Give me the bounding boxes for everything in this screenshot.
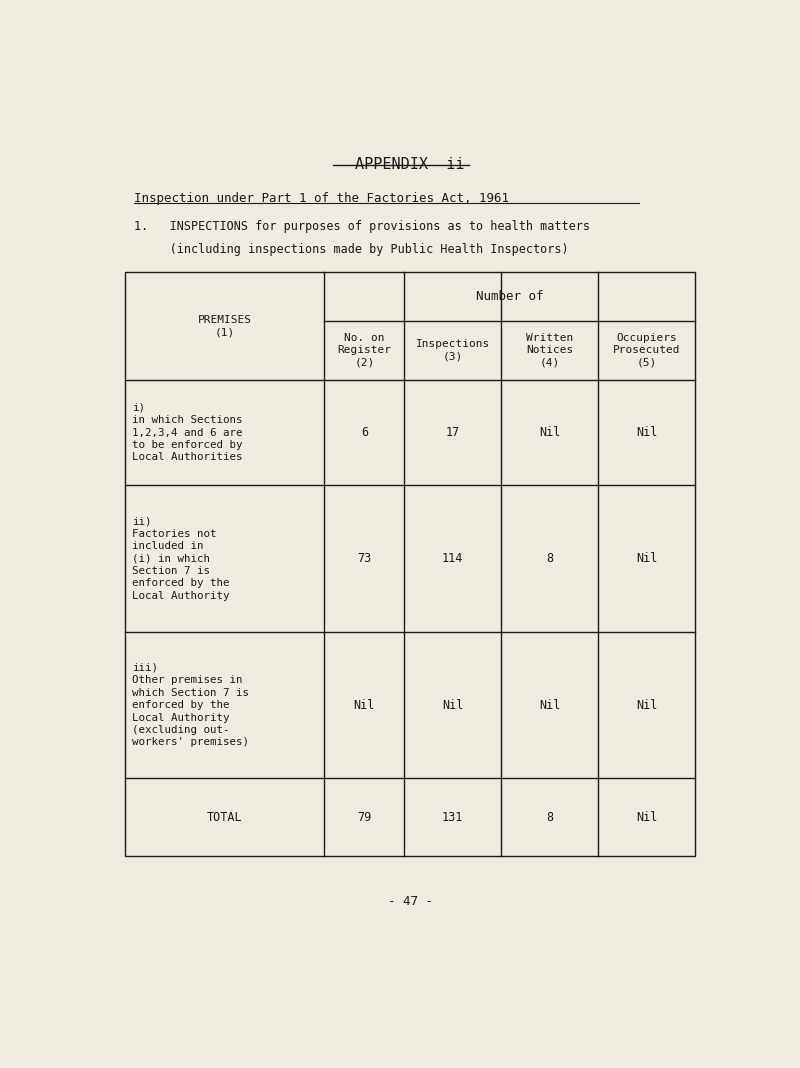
Text: - 47 -: - 47 - <box>387 895 433 908</box>
Text: TOTAL: TOTAL <box>207 811 242 823</box>
Text: 73: 73 <box>358 552 371 565</box>
Text: Nil: Nil <box>636 698 658 711</box>
Text: Nil: Nil <box>539 698 561 711</box>
Text: i)
in which Sections
1,2,3,4 and 6 are
to be enforced by
Local Authorities: i) in which Sections 1,2,3,4 and 6 are t… <box>132 403 242 462</box>
Text: Inspections
(3): Inspections (3) <box>416 340 490 362</box>
Text: (including inspections made by Public Health Inspectors): (including inspections made by Public He… <box>134 244 569 256</box>
Text: ii)
Factories not
included in
(i) in which
Section 7 is
enforced by the
Local Au: ii) Factories not included in (i) in whi… <box>132 516 230 600</box>
Bar <box>125 272 695 855</box>
Text: Nil: Nil <box>636 426 658 439</box>
Text: Number of: Number of <box>476 289 543 303</box>
Text: Nil: Nil <box>636 811 658 823</box>
Text: 1.   INSPECTIONS for purposes of provisions as to health matters: 1. INSPECTIONS for purposes of provision… <box>134 220 590 233</box>
Text: No. on
Register
(2): No. on Register (2) <box>338 333 391 367</box>
Text: Occupiers
Prosecuted
(5): Occupiers Prosecuted (5) <box>613 333 681 367</box>
Text: 8: 8 <box>546 552 554 565</box>
Text: 131: 131 <box>442 811 463 823</box>
Text: 114: 114 <box>442 552 463 565</box>
Text: Nil: Nil <box>354 698 375 711</box>
Text: Inspection under Part 1 of the Factories Act, 1961: Inspection under Part 1 of the Factories… <box>134 192 509 205</box>
Text: 8: 8 <box>546 811 554 823</box>
Text: 17: 17 <box>446 426 460 439</box>
Text: 6: 6 <box>361 426 368 439</box>
Text: PREMISES
(1): PREMISES (1) <box>198 315 252 337</box>
Text: Nil: Nil <box>636 552 658 565</box>
Text: Nil: Nil <box>539 426 561 439</box>
Text: iii)
Other premises in
which Section 7 is
enforced by the
Local Authority
(exclu: iii) Other premises in which Section 7 i… <box>132 663 250 748</box>
Text: Written
Notices
(4): Written Notices (4) <box>526 333 574 367</box>
Text: Nil: Nil <box>442 698 463 711</box>
Text: APPENDIX  ii: APPENDIX ii <box>355 157 465 172</box>
Text: 79: 79 <box>358 811 371 823</box>
